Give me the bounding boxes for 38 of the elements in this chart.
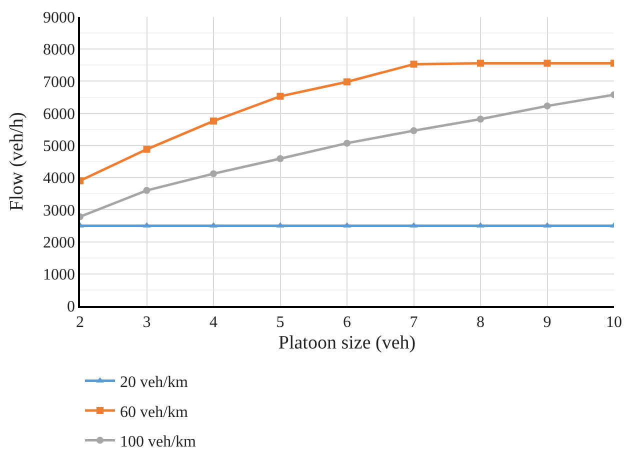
- y-tick-label: 7000: [43, 74, 76, 91]
- y-tick-label: 4000: [43, 170, 76, 188]
- legend-label: 100 veh/km: [120, 434, 197, 451]
- point: [544, 60, 551, 67]
- point: [143, 146, 150, 153]
- point: [210, 118, 217, 125]
- x-tick-label: 5: [276, 314, 284, 331]
- x-tick-label: 6: [343, 314, 351, 331]
- point: [477, 116, 484, 123]
- x-tick-label: 10: [606, 314, 622, 331]
- point: [344, 140, 350, 147]
- x-tick-label: 7: [410, 314, 418, 331]
- y-tick-label: 1000: [43, 266, 76, 284]
- point: [276, 155, 284, 162]
- y-axis-title: Flow (veh/h): [6, 112, 28, 211]
- y-tick-label: 6000: [43, 106, 76, 123]
- x-tick-label: 8: [476, 314, 484, 331]
- x-tick-label: 9: [543, 314, 552, 331]
- y-tick-label: 8000: [43, 42, 76, 59]
- point: [210, 170, 217, 178]
- point: [410, 60, 418, 68]
- x-tick-label: 2: [76, 314, 84, 331]
- y-tick-label: 2000: [43, 234, 76, 252]
- x-tick-label: 3: [142, 314, 151, 331]
- point: [143, 186, 150, 194]
- x-axis-title: Platoon size (veh): [278, 332, 416, 354]
- y-tick-label: 9000: [43, 10, 76, 27]
- legend-label: 60 veh/km: [120, 404, 189, 421]
- x-tick-label: 4: [210, 314, 218, 331]
- point: [544, 102, 551, 110]
- y-tick-label: 3000: [43, 202, 76, 220]
- y-tick-label: 5000: [43, 138, 76, 156]
- y-tick-label: 0: [67, 298, 76, 316]
- point: [344, 78, 350, 86]
- point: [410, 127, 418, 134]
- point: [477, 60, 484, 67]
- point: [276, 92, 284, 100]
- legend-label: 20 veh/km: [120, 374, 189, 391]
